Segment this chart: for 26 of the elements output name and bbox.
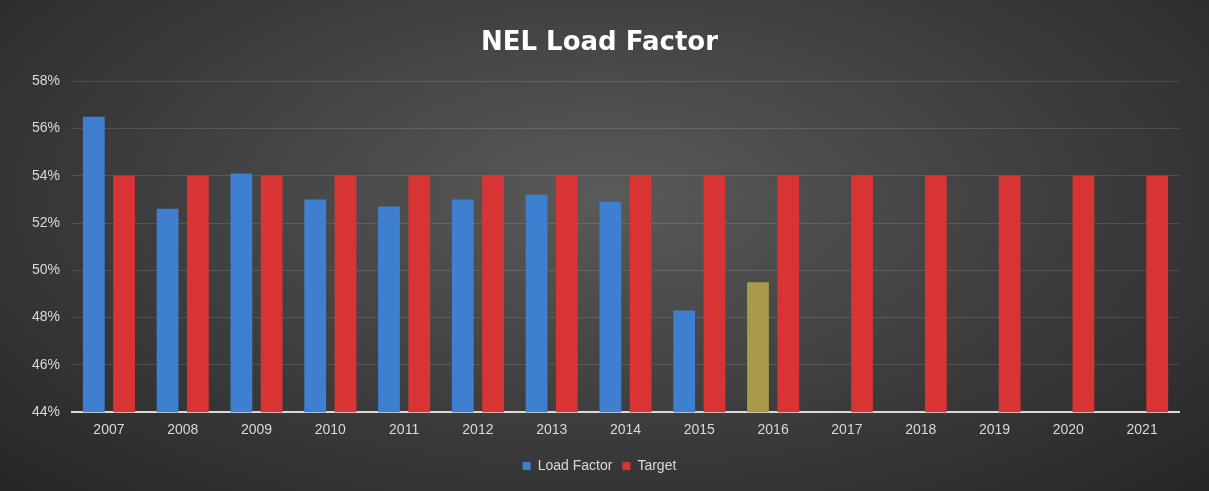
x-tick-label: 2009 <box>240 421 273 438</box>
x-tick-label: 2013 <box>536 421 568 438</box>
y-tick-label: 46% <box>31 355 61 372</box>
x-tick-label: 2018 <box>905 421 937 438</box>
legend-label: Load Factor <box>537 456 613 473</box>
x-tick-label: 2021 <box>1126 421 1158 438</box>
y-tick-label: 56% <box>31 119 61 136</box>
y-tick-label: 52% <box>31 213 61 230</box>
y-tick-label: 48% <box>31 308 61 325</box>
x-tick-label: 2008 <box>167 421 199 438</box>
x-tick-label: 2011 <box>389 421 420 438</box>
y-tick-label: 54% <box>31 166 61 183</box>
x-tick-label: 2012 <box>462 421 494 438</box>
x-tick-label: 2007 <box>93 421 125 438</box>
y-tick-label: 58% <box>31 72 61 89</box>
chart-title: NEL Load Factor <box>480 26 719 57</box>
x-tick-label: 2017 <box>831 421 863 438</box>
x-tick-label: 2020 <box>1052 421 1085 438</box>
x-tick-label: 2015 <box>683 421 716 438</box>
x-tick-label: 2016 <box>757 421 789 438</box>
x-tick-label: 2019 <box>978 421 1011 438</box>
y-tick-label: 50% <box>31 261 61 278</box>
y-tick-label: 44% <box>31 403 61 420</box>
x-tick-label: 2014 <box>609 421 642 438</box>
x-tick-label: 2010 <box>314 421 347 438</box>
legend-label: Target <box>637 456 677 473</box>
